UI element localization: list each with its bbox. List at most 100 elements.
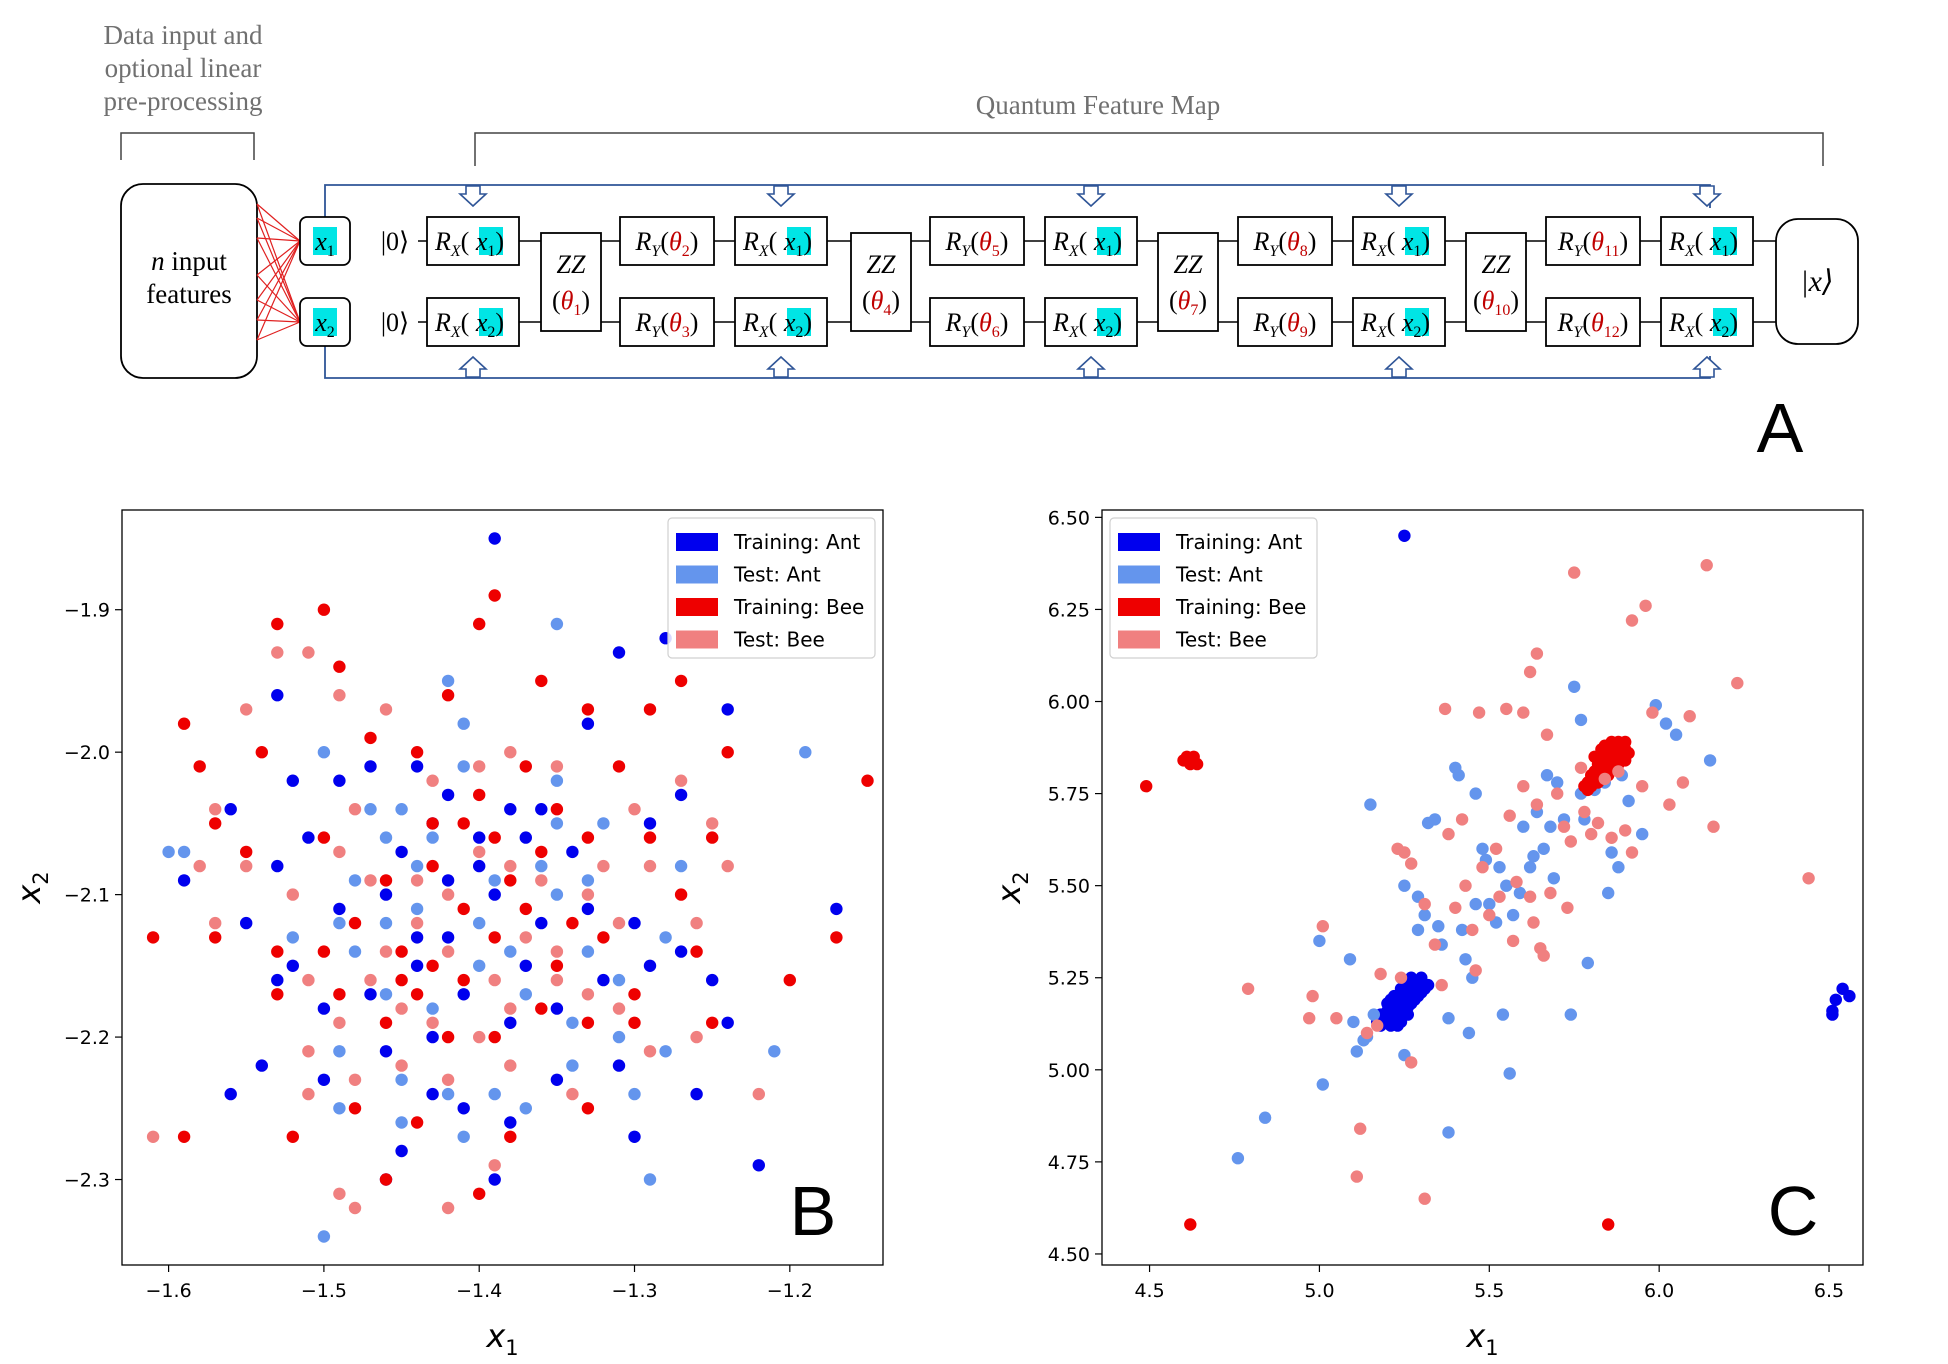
point-training-ant bbox=[1401, 1008, 1415, 1021]
ry-gate-label: RY(θ3) bbox=[635, 308, 699, 341]
point-training-ant bbox=[364, 760, 377, 773]
point-test-bee bbox=[426, 1016, 439, 1029]
legend-label: Test: Bee bbox=[733, 628, 825, 652]
point-test-bee bbox=[1683, 710, 1696, 723]
point-training-ant bbox=[674, 788, 688, 802]
point-training-ant bbox=[224, 803, 237, 816]
point-training-ant bbox=[488, 888, 501, 901]
x-tick-label: −1.5 bbox=[301, 1280, 347, 1302]
y-tick-label: −2.3 bbox=[64, 1170, 110, 1192]
point-test-ant bbox=[333, 1045, 346, 1058]
point-test-bee bbox=[1568, 566, 1581, 579]
point-training-ant bbox=[690, 1087, 703, 1101]
zz-gate bbox=[540, 232, 602, 332]
point-test-ant bbox=[1500, 879, 1513, 892]
point-training-ant bbox=[706, 973, 719, 987]
feature-map-caption: Quantum Feature Map bbox=[976, 90, 1220, 120]
legend-swatch bbox=[676, 598, 718, 616]
point-training-bee bbox=[240, 845, 253, 859]
point-training-bee bbox=[209, 817, 222, 830]
point-test-ant bbox=[379, 916, 393, 930]
zz-gate-theta: (θ10) bbox=[1473, 286, 1519, 319]
panel-label-a: A bbox=[1757, 389, 1804, 467]
point-training-ant bbox=[1843, 989, 1856, 1003]
point-test-ant bbox=[1367, 1008, 1381, 1021]
point-training-bee bbox=[395, 973, 408, 987]
point-training-ant bbox=[1405, 971, 1418, 984]
point-test-bee bbox=[1731, 676, 1744, 690]
point-test-ant bbox=[395, 1073, 408, 1087]
point-training-bee bbox=[643, 831, 657, 844]
point-test-ant bbox=[566, 1059, 579, 1072]
point-training-bee bbox=[317, 831, 331, 844]
point-test-bee bbox=[348, 1073, 362, 1087]
point-training-bee bbox=[333, 660, 346, 673]
point-training-ant bbox=[317, 1073, 331, 1087]
x-tick-label: −1.4 bbox=[456, 1280, 502, 1302]
point-test-ant bbox=[1564, 1008, 1578, 1021]
point-test-ant bbox=[612, 1030, 626, 1044]
legend-swatch bbox=[676, 630, 718, 649]
arrow-down-icon bbox=[765, 185, 797, 208]
point-training-ant bbox=[612, 646, 626, 659]
legend-label: Test: Ant bbox=[733, 563, 821, 587]
point-test-ant bbox=[550, 817, 564, 830]
point-test-ant bbox=[177, 845, 191, 859]
point-training-ant bbox=[286, 959, 299, 972]
point-training-ant bbox=[457, 1102, 470, 1115]
point-test-ant bbox=[1513, 886, 1527, 900]
point-test-ant bbox=[1544, 820, 1557, 833]
point-training-bee bbox=[395, 945, 408, 958]
point-training-ant bbox=[410, 931, 424, 944]
point-test-bee bbox=[1707, 820, 1720, 833]
rx-highlight bbox=[1097, 308, 1121, 336]
point-test-bee bbox=[1449, 901, 1462, 914]
rx-gate bbox=[1352, 297, 1446, 347]
point-training-ant bbox=[255, 1059, 268, 1072]
point-test-bee bbox=[1469, 964, 1482, 977]
point-training-ant bbox=[1394, 982, 1408, 995]
point-test-ant bbox=[1622, 794, 1635, 808]
point-test-bee bbox=[1591, 816, 1605, 830]
point-test-bee bbox=[721, 859, 734, 873]
point-test-bee bbox=[1476, 861, 1489, 874]
point-training-ant bbox=[271, 859, 284, 873]
preprocess-caption-line: optional linear bbox=[105, 53, 262, 83]
point-training-ant bbox=[721, 1016, 734, 1029]
legend-swatch bbox=[1118, 630, 1160, 649]
fanout-line bbox=[256, 240, 301, 276]
point-test-ant bbox=[1462, 1026, 1476, 1040]
point-test-bee bbox=[643, 1045, 657, 1058]
input-highlight bbox=[313, 227, 337, 255]
point-training-ant bbox=[1384, 993, 1398, 1006]
point-training-ant bbox=[504, 803, 517, 816]
point-training-ant bbox=[379, 1045, 393, 1058]
point-test-bee bbox=[488, 973, 501, 987]
point-test-bee bbox=[1802, 872, 1815, 885]
point-test-bee bbox=[1605, 831, 1618, 844]
ry-gate bbox=[619, 297, 715, 347]
point-training-ant bbox=[643, 959, 657, 972]
point-test-bee bbox=[333, 845, 346, 859]
point-test-ant bbox=[1418, 908, 1431, 922]
point-test-bee bbox=[1527, 916, 1540, 929]
plot-frame bbox=[1101, 509, 1864, 1266]
point-test-bee bbox=[1510, 875, 1523, 889]
point-test-ant bbox=[1258, 1111, 1272, 1124]
point-test-bee bbox=[1354, 1122, 1367, 1135]
point-training-bee bbox=[612, 760, 626, 773]
point-test-bee bbox=[333, 689, 346, 702]
point-test-ant bbox=[581, 874, 595, 887]
point-training-bee bbox=[861, 774, 874, 787]
point-training-bee bbox=[721, 746, 734, 759]
point-test-ant bbox=[550, 617, 564, 631]
point-test-ant bbox=[441, 1087, 455, 1101]
point-test-bee bbox=[535, 874, 548, 887]
point-test-ant bbox=[1343, 953, 1357, 966]
point-test-bee bbox=[1500, 702, 1513, 716]
arrow-up-icon bbox=[1075, 355, 1107, 378]
point-training-ant bbox=[674, 945, 688, 958]
rx-gate-label: RX( x1) bbox=[1668, 227, 1738, 260]
ry-gate-label: RY(θ8) bbox=[1253, 227, 1317, 260]
y-tick-label: 5.00 bbox=[1048, 1060, 1090, 1082]
